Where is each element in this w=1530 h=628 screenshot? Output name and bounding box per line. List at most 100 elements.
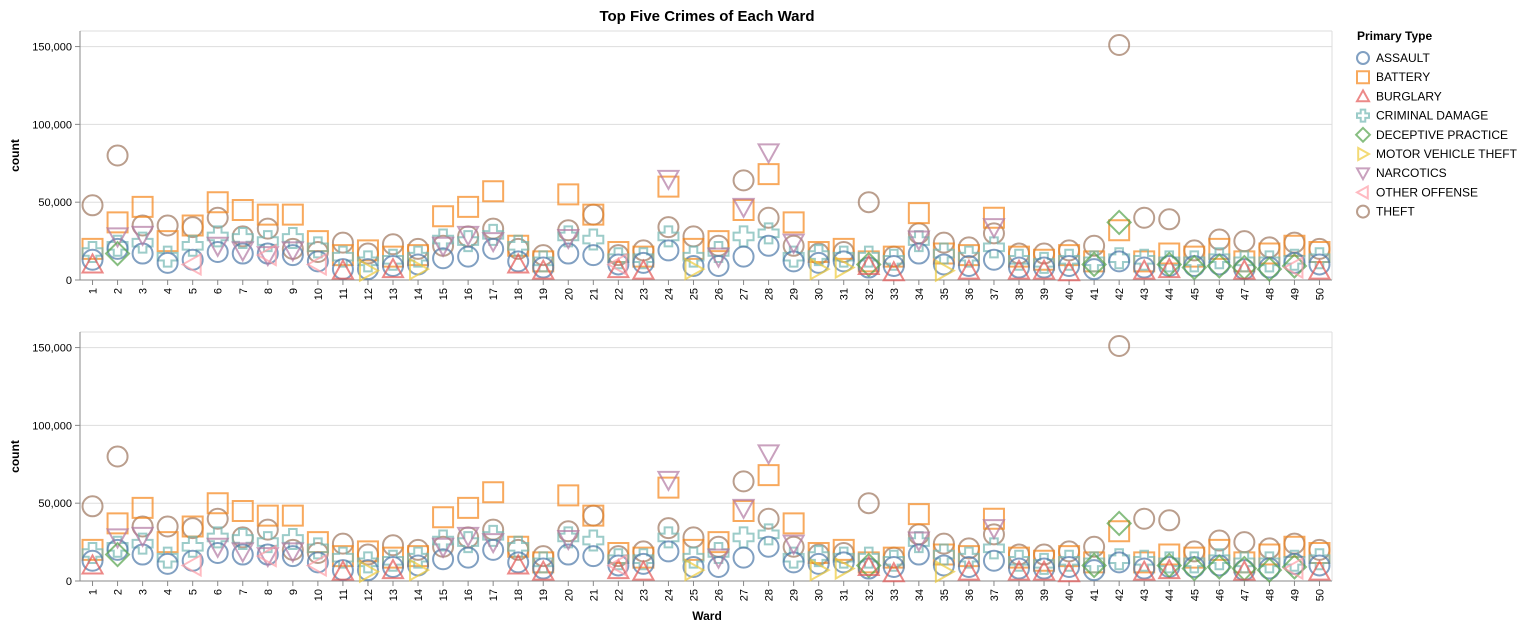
data-point-burglary[interactable] (381, 558, 405, 580)
data-point-motor-vehicle-theft[interactable] (358, 258, 381, 283)
data-point-burglary[interactable] (1157, 558, 1181, 580)
data-point-assault[interactable] (707, 555, 730, 578)
data-point-theft[interactable] (106, 445, 129, 468)
data-point-criminal-damage[interactable] (106, 234, 129, 257)
data-point-battery[interactable] (206, 492, 229, 515)
data-point-theft[interactable] (682, 526, 705, 549)
data-point-narcotics[interactable] (206, 236, 230, 258)
data-point-assault[interactable] (1108, 551, 1131, 574)
data-point-battery[interactable] (231, 499, 254, 522)
data-point-criminal-damage[interactable] (1133, 549, 1156, 572)
data-point-theft[interactable] (482, 518, 505, 541)
data-point-battery[interactable] (181, 515, 204, 538)
data-point-narcotics[interactable] (556, 529, 580, 552)
data-point-theft[interactable] (1233, 230, 1256, 253)
data-point-theft[interactable] (1158, 509, 1181, 532)
data-point-assault[interactable] (507, 250, 530, 273)
data-point-theft[interactable] (857, 191, 880, 214)
data-point-assault[interactable] (382, 254, 404, 277)
data-point-battery[interactable] (457, 195, 480, 218)
data-point-theft[interactable] (982, 523, 1005, 546)
data-point-battery[interactable] (432, 205, 455, 228)
data-point-assault[interactable] (356, 258, 379, 281)
data-point-assault[interactable] (632, 552, 655, 575)
data-point-criminal-damage[interactable] (557, 526, 580, 549)
data-point-other-offense[interactable] (180, 252, 202, 277)
data-point-assault[interactable] (1008, 557, 1030, 580)
data-point-battery[interactable] (131, 496, 154, 519)
data-point-criminal-damage[interactable] (507, 234, 530, 257)
data-point-criminal-damage[interactable] (732, 225, 755, 248)
data-point-battery[interactable] (156, 230, 179, 253)
data-point-assault[interactable] (306, 250, 329, 273)
data-point-assault[interactable] (757, 535, 780, 558)
data-point-narcotics[interactable] (431, 236, 455, 258)
data-point-criminal-damage[interactable] (1008, 549, 1030, 572)
data-point-burglary[interactable] (331, 559, 355, 581)
data-point-assault[interactable] (482, 237, 505, 260)
data-point-theft[interactable] (382, 534, 404, 557)
data-point-theft[interactable] (81, 495, 104, 518)
data-point-assault[interactable] (1083, 258, 1106, 281)
data-point-theft[interactable] (1158, 208, 1181, 231)
data-point-battery[interactable] (732, 198, 755, 221)
data-point-narcotics[interactable] (731, 498, 756, 520)
data-point-deceptive-practice[interactable] (104, 240, 131, 267)
data-point-theft[interactable] (732, 470, 755, 493)
data-point-assault[interactable] (882, 254, 905, 277)
data-point-criminal-damage[interactable] (732, 526, 755, 549)
data-point-theft[interactable] (131, 515, 154, 538)
data-point-theft[interactable] (1133, 206, 1156, 229)
data-point-theft[interactable] (632, 239, 655, 262)
data-point-assault[interactable] (957, 555, 980, 578)
data-point-battery[interactable] (432, 506, 455, 529)
data-point-burglary[interactable] (1307, 559, 1332, 581)
data-point-assault[interactable] (682, 254, 705, 277)
data-point-theft[interactable] (1258, 537, 1281, 560)
data-point-theft[interactable] (657, 517, 680, 540)
data-point-burglary[interactable] (506, 553, 530, 575)
data-point-criminal-damage[interactable] (206, 526, 229, 549)
data-point-theft[interactable] (1108, 34, 1131, 57)
data-point-criminal-damage[interactable] (857, 245, 880, 268)
data-point-assault[interactable] (982, 248, 1005, 271)
data-point-assault[interactable] (81, 248, 104, 271)
data-point-burglary[interactable] (1057, 561, 1081, 583)
data-point-narcotics[interactable] (281, 542, 305, 564)
data-point-battery[interactable] (256, 504, 279, 527)
data-point-theft[interactable] (757, 206, 780, 229)
data-point-battery[interactable] (657, 476, 680, 499)
data-point-assault[interactable] (757, 234, 780, 257)
data-point-theft[interactable] (1108, 335, 1131, 358)
data-point-assault[interactable] (932, 554, 955, 577)
data-point-theft[interactable] (331, 532, 354, 555)
data-point-narcotics[interactable] (256, 246, 280, 268)
data-point-motor-vehicle-theft[interactable] (809, 558, 831, 582)
data-point-narcotics[interactable] (656, 169, 681, 191)
data-point-assault[interactable] (206, 240, 229, 263)
data-point-burglary[interactable] (1307, 258, 1332, 280)
data-point-burglary[interactable] (957, 258, 981, 280)
data-point-theft[interactable] (382, 233, 404, 256)
data-point-assault[interactable] (1008, 256, 1030, 279)
data-point-theft[interactable] (131, 214, 154, 237)
data-point-battery[interactable] (1108, 520, 1131, 543)
data-point-other-offense[interactable] (255, 544, 277, 568)
data-point-criminal-damage[interactable] (356, 551, 379, 574)
data-point-theft[interactable] (1083, 234, 1106, 257)
data-point-deceptive-practice[interactable] (1081, 251, 1108, 278)
data-point-assault[interactable] (1108, 250, 1131, 273)
data-point-narcotics[interactable] (281, 241, 305, 263)
data-point-deceptive-practice[interactable] (1256, 256, 1283, 283)
data-point-burglary[interactable] (1057, 260, 1081, 282)
data-point-narcotics[interactable] (105, 227, 130, 249)
data-point-assault[interactable] (557, 543, 580, 566)
data-point-assault[interactable] (281, 244, 304, 267)
data-point-assault[interactable] (457, 245, 480, 268)
data-point-criminal-damage[interactable] (557, 225, 580, 248)
data-point-narcotics[interactable] (130, 526, 155, 548)
data-point-deceptive-practice[interactable] (1156, 251, 1183, 278)
data-point-assault[interactable] (682, 555, 705, 578)
data-point-battery[interactable] (1108, 219, 1131, 242)
data-point-theft[interactable] (782, 535, 805, 558)
